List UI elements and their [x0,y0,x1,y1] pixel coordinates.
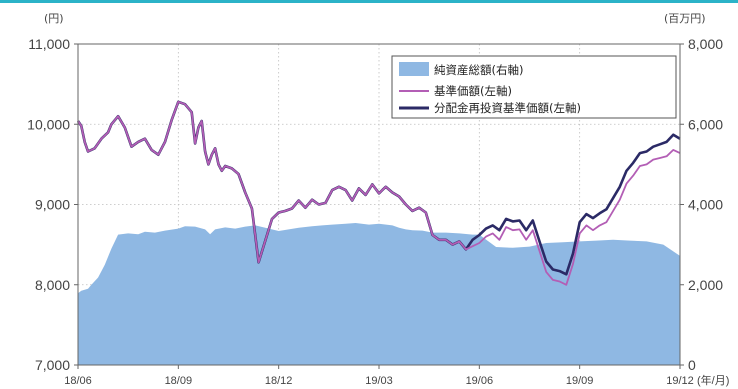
right-tick-label: 0 [688,357,696,373]
left-tick-label: 11,000 [28,36,70,52]
legend-box [391,55,677,119]
chart-legend: 純資産総額(右軸) 基準価額(左軸) 分配金再投資基準価額(左軸) [391,55,677,119]
series-nav-line [77,100,681,286]
x-tick-label: 19/12 [666,375,694,387]
legend-label-net-assets: 純資産総額(右軸) [434,63,523,77]
right-tick-label: 2,000 [688,277,723,293]
x-tick-label: 19/06 [466,375,494,387]
legend-label-nav: 基準価額(左軸) [434,84,512,98]
legend-label-nav-reinvested: 分配金再投資基準価額(左軸) [434,101,581,115]
top-accent-line [0,0,738,3]
x-tick-label: 19/03 [365,375,393,387]
x-axis-unit: (年/月) [697,373,729,387]
x-tick-label: 18/06 [64,375,92,387]
series-net-assets-area [78,223,680,365]
left-tick-label: 9,000 [35,197,70,213]
net-assets-area [78,223,680,365]
right-tick-label: 8,000 [688,36,723,52]
tick-labels: 11,000 10,000 9,000 8,000 7,000 8,000 6,000 4,0… [27,36,723,387]
x-tick-label: 18/12 [265,375,293,387]
axes [74,43,684,369]
right-tick-label: 4,000 [688,197,723,213]
right-axis-unit: (百万円) [664,12,706,25]
legend-swatch-net-assets [399,62,429,76]
x-tick-label: 18/09 [165,375,193,387]
left-tick-label: 10,000 [27,116,70,132]
left-tick-label: 7,000 [35,357,70,373]
price-lines [76,100,681,286]
left-tick-label: 8,000 [35,277,70,293]
x-tick-label: 19/09 [566,375,594,387]
left-axis-unit: (円) [44,12,64,25]
right-tick-label: 6,000 [688,116,723,132]
